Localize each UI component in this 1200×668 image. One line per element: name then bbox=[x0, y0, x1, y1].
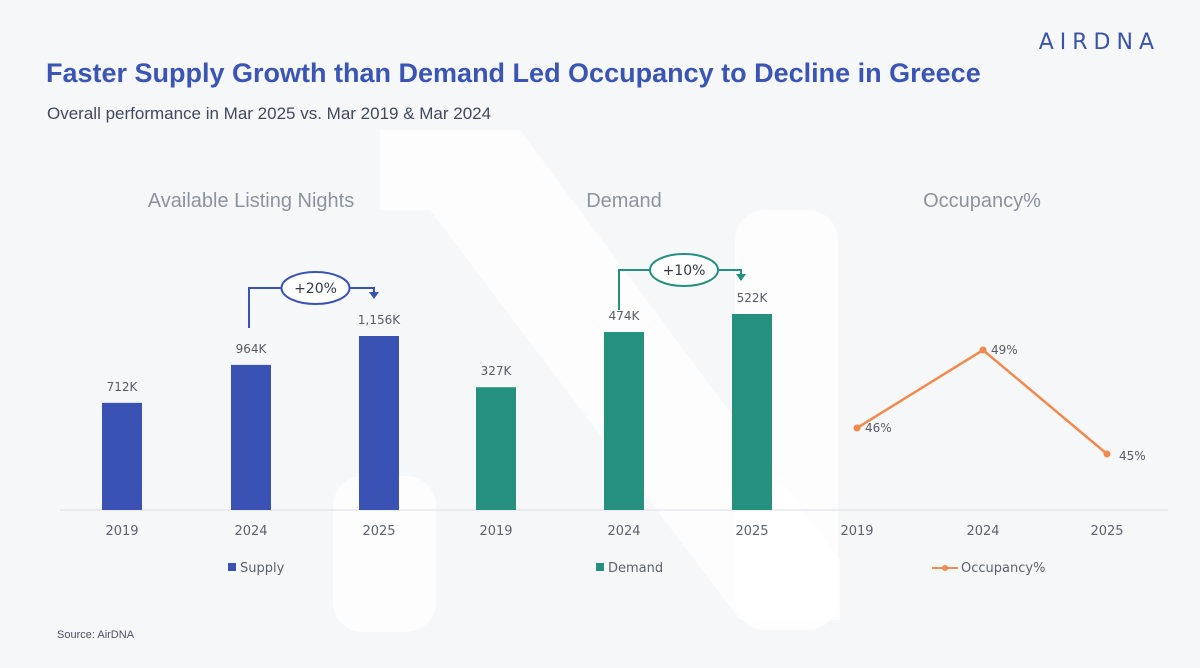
occupancy-tick-label-2019: 2019 bbox=[840, 524, 873, 539]
supply-data-label-2019: 712K bbox=[107, 380, 139, 394]
occupancy-point-2025 bbox=[1103, 450, 1111, 458]
demand-legend-swatch bbox=[596, 563, 604, 571]
occupancy-data-label-2024: 49% bbox=[991, 343, 1018, 357]
supply-bar-2019 bbox=[102, 402, 142, 510]
supply-growth-bubble bbox=[280, 271, 351, 305]
occupancy-panel-title: Occupancy% bbox=[923, 190, 1041, 212]
supply-tick-label-2019: 2019 bbox=[105, 524, 138, 539]
occupancy-legend-marker bbox=[942, 565, 948, 571]
page-title: Faster Supply Growth than Demand Led Occ… bbox=[46, 58, 981, 88]
supply-data-label-2025: 1,156K bbox=[358, 313, 401, 327]
supply-growth-label: +20% bbox=[294, 281, 337, 297]
supply-legend-swatch bbox=[228, 563, 236, 571]
supply-panel-title: Available Listing Nights bbox=[147, 190, 355, 212]
supply-growth-arrow-icon bbox=[369, 292, 379, 299]
occupancy-tick-label-2024: 2024 bbox=[966, 524, 999, 539]
occupancy-point-2019 bbox=[853, 424, 861, 432]
demand-bar-2025 bbox=[732, 314, 772, 510]
occupancy-data-label-2019: 46% bbox=[865, 421, 892, 435]
demand-data-label-2025: 522K bbox=[737, 291, 769, 305]
supply-data-label-2024: 964K bbox=[236, 342, 268, 356]
supply-bar-2024 bbox=[231, 364, 271, 510]
source-note: Source: AirDNA bbox=[57, 629, 135, 641]
occupancy-data-label-2025: 45% bbox=[1119, 449, 1146, 463]
demand-growth-arrow-icon bbox=[736, 274, 746, 281]
airdna-logo: AIRDNA bbox=[1038, 30, 1160, 55]
page-subtitle: Overall performance in Mar 2025 vs. Mar … bbox=[47, 104, 492, 123]
demand-data-label-2024: 474K bbox=[609, 309, 641, 323]
demand-tick-label-2019: 2019 bbox=[479, 524, 512, 539]
supply-tick-label-2024: 2024 bbox=[234, 524, 267, 539]
demand-legend-label: Demand bbox=[608, 561, 663, 576]
occupancy-legend-label: Occupancy% bbox=[961, 561, 1045, 576]
occupancy-tick-label-2025: 2025 bbox=[1090, 524, 1123, 539]
occupancy-line bbox=[856, 348, 1108, 455]
demand-tick-label-2025: 2025 bbox=[735, 524, 768, 539]
supply-bar-2025 bbox=[359, 336, 399, 510]
occupancy-point-2024 bbox=[979, 346, 987, 354]
supply-legend-label: Supply bbox=[240, 561, 285, 576]
demand-bar-2019 bbox=[476, 387, 516, 510]
demand-growth-label: +10% bbox=[663, 263, 706, 279]
demand-growth-bubble bbox=[649, 253, 719, 287]
demand-data-label-2019: 327K bbox=[481, 364, 513, 378]
demand-tick-label-2024: 2024 bbox=[607, 524, 640, 539]
demand-panel-title: Demand bbox=[586, 190, 662, 212]
demand-bar-2024 bbox=[604, 332, 644, 510]
supply-tick-label-2025: 2025 bbox=[362, 524, 395, 539]
